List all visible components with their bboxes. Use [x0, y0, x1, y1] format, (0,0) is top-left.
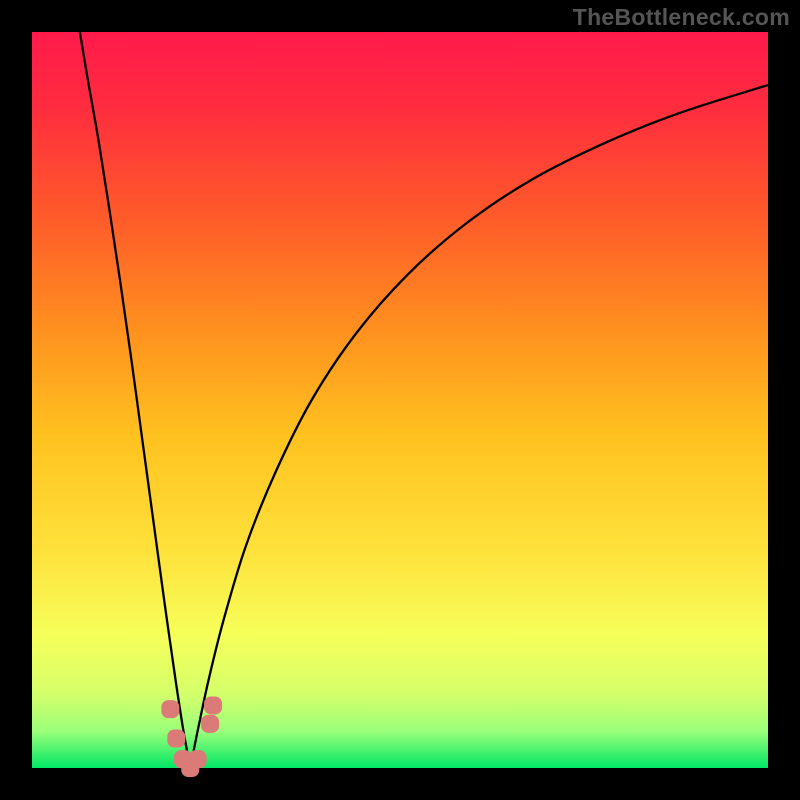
marker-point — [204, 696, 222, 714]
bottleneck-chart — [0, 0, 800, 800]
marker-point — [167, 730, 185, 748]
chart-container: TheBottleneck.com — [0, 0, 800, 800]
plot-background — [32, 32, 768, 768]
marker-point — [189, 750, 207, 768]
watermark-text: TheBottleneck.com — [573, 4, 790, 31]
marker-point — [161, 700, 179, 718]
marker-point — [201, 715, 219, 733]
